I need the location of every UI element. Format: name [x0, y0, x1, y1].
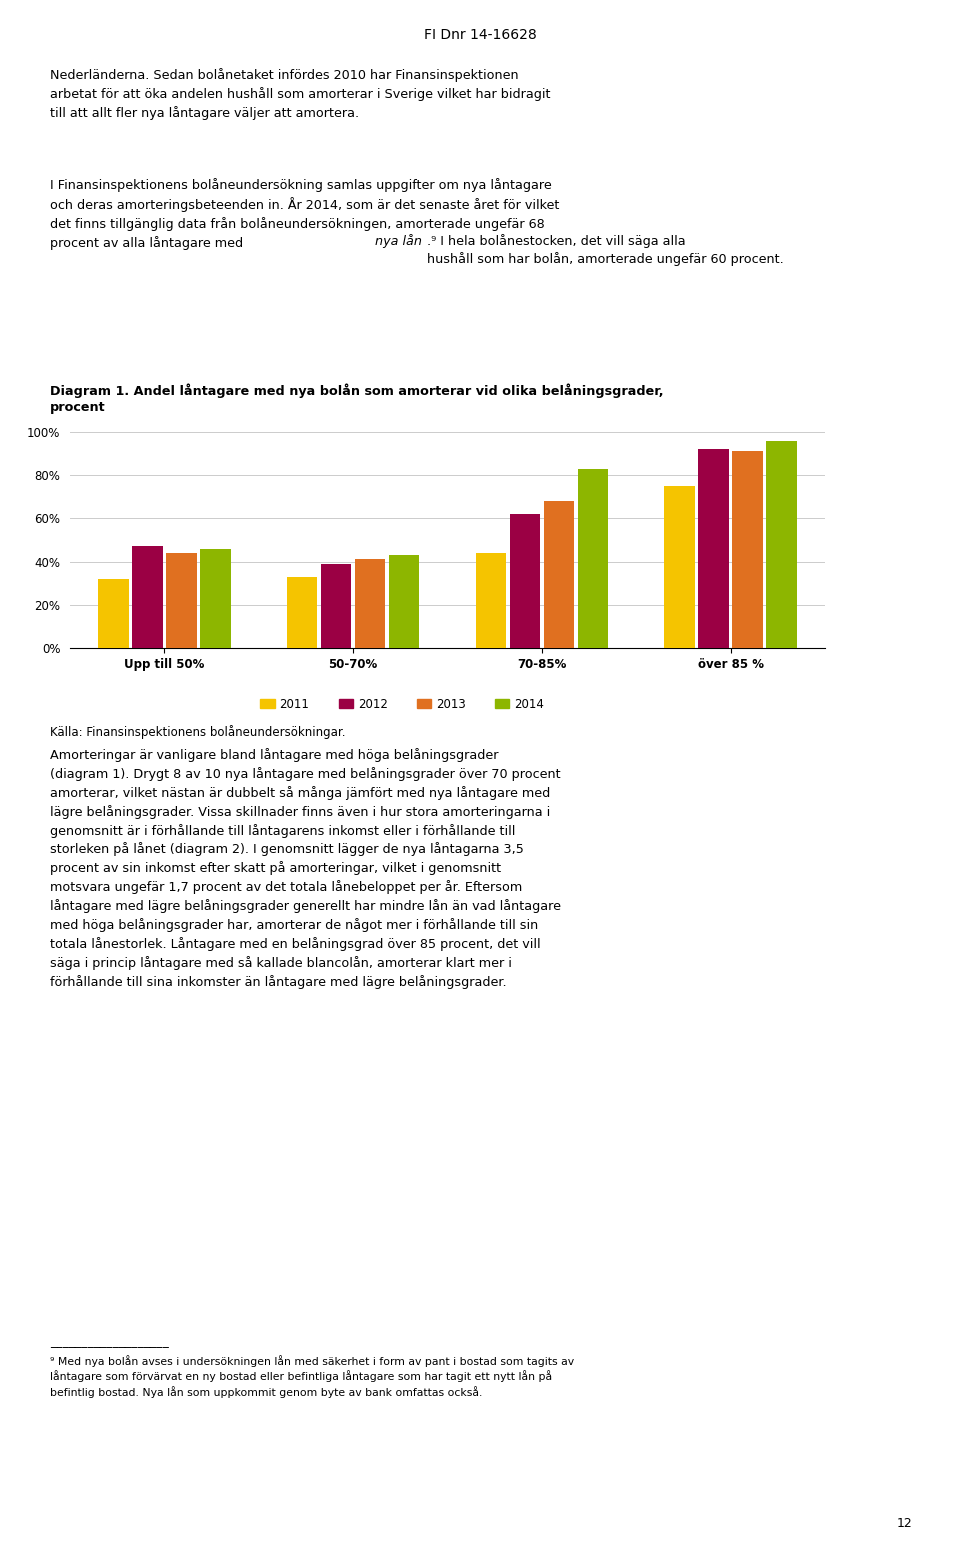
Bar	[698, 449, 729, 649]
Bar	[132, 547, 162, 649]
Text: FI Dnr 14-16628: FI Dnr 14-16628	[423, 28, 537, 42]
Bar	[287, 577, 318, 649]
Text: Nederländerna. Sedan bolånetaket infördes 2010 har Finansinspektionen
arbetat fö: Nederländerna. Sedan bolånetaket införde…	[50, 69, 550, 120]
Text: procent: procent	[50, 401, 106, 413]
Legend: 2011, 2012, 2013, 2014: 2011, 2012, 2013, 2014	[255, 692, 549, 716]
Text: ⁹ Med nya bolån avses i undersökningen lån med säkerhet i form av pant i bostad : ⁹ Med nya bolån avses i undersökningen l…	[50, 1355, 574, 1398]
Bar	[510, 514, 540, 649]
Bar	[543, 500, 574, 649]
Text: I Finansinspektionens bolåneundersökning samlas uppgifter om nya låntagare
och d: I Finansinspektionens bolåneundersökning…	[50, 178, 560, 249]
Text: 12: 12	[898, 1517, 913, 1529]
Bar	[578, 469, 608, 649]
Text: Diagram 1. Andel låntagare med nya bolån som amorterar vid olika belåningsgrader: Diagram 1. Andel låntagare med nya bolån…	[50, 384, 663, 398]
Bar	[200, 549, 230, 649]
Bar	[475, 553, 506, 649]
Text: .⁹ I hela bolånestocken, det vill säga alla
hushåll som har bolån, amorterade un: .⁹ I hela bolånestocken, det vill säga a…	[427, 234, 783, 267]
Text: Amorteringar är vanligare bland låntagare med höga belåningsgrader
(diagram 1). : Amorteringar är vanligare bland låntagar…	[50, 748, 561, 988]
Text: Källa: Finansinspektionens bolåneundersökningar.: Källa: Finansinspektionens bolåneundersö…	[50, 725, 346, 739]
Text: ___________________: ___________________	[50, 1335, 169, 1349]
Bar	[355, 560, 385, 649]
Bar	[732, 452, 763, 649]
Bar	[98, 578, 129, 649]
Bar	[166, 553, 197, 649]
Bar	[321, 564, 351, 649]
Bar	[664, 486, 695, 649]
Text: nya lån: nya lån	[375, 234, 422, 248]
Bar	[389, 555, 420, 649]
Bar	[766, 441, 797, 649]
